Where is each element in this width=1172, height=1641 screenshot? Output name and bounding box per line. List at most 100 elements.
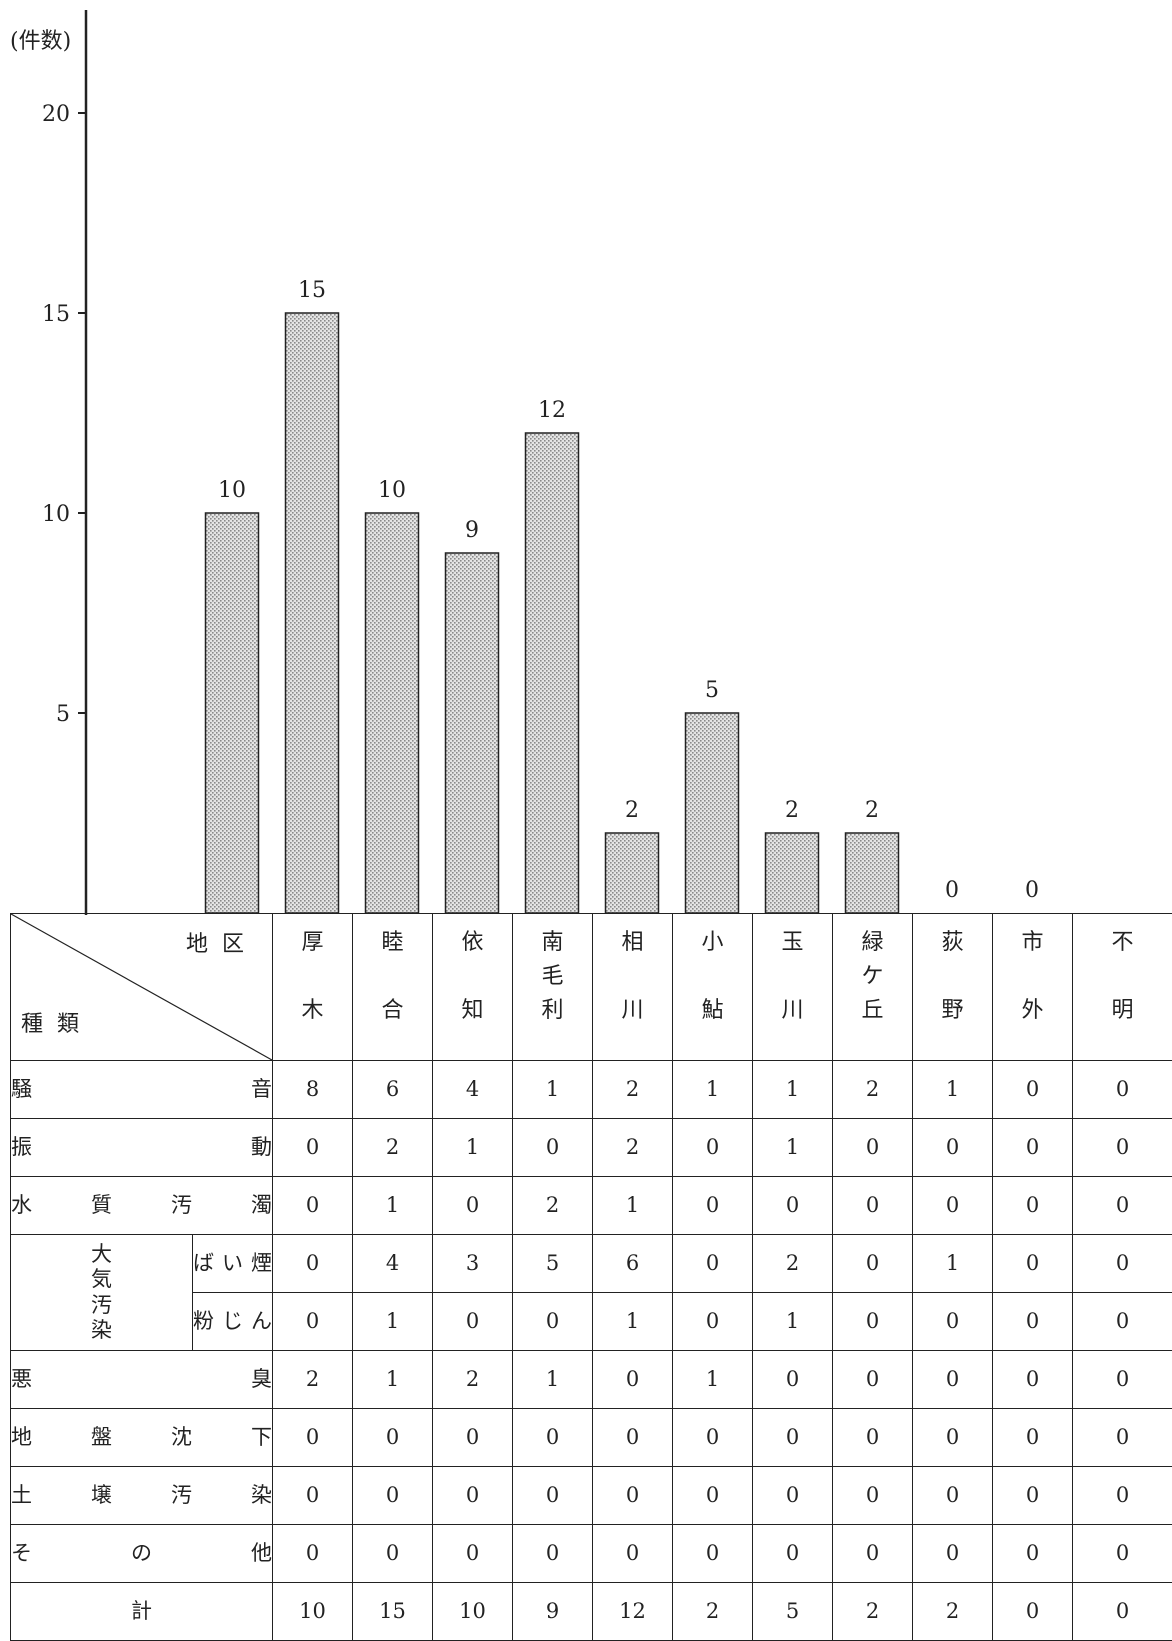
table-cell: 8 (273, 1061, 353, 1119)
total-cell: 0 (993, 1583, 1073, 1641)
table-cell: 1 (673, 1351, 753, 1409)
table-cell: 1 (353, 1177, 433, 1235)
table-cell: 0 (833, 1119, 913, 1177)
bar-value-label: 15 (298, 278, 326, 303)
total-row-label: 計 (11, 1583, 273, 1641)
district-header: 小・鮎 (673, 914, 753, 1061)
district-char: ケ (833, 964, 912, 998)
table-cell: 0 (433, 1409, 513, 1467)
table-cell: 0 (593, 1525, 673, 1583)
table-cell: 0 (513, 1409, 593, 1467)
table-cell: 0 (353, 1467, 433, 1525)
bar-南毛利 (446, 553, 499, 913)
y-axis-label: (件数) (10, 29, 71, 54)
table-row: 騒音8641211210026 (11, 1061, 1172, 1119)
y-tick-label: 20 (42, 102, 70, 127)
district-char: 知 (433, 998, 512, 1032)
group-char: 気 (11, 1267, 192, 1292)
table-cell: 0 (833, 1293, 913, 1351)
bar-緑ケ丘 (766, 833, 819, 913)
row-label: 地盤沈下 (11, 1409, 273, 1467)
table-cell: 4 (353, 1235, 433, 1293)
total-cell: 10 (433, 1583, 513, 1641)
table-cell: 0 (993, 1525, 1073, 1583)
district-char: 木 (273, 998, 352, 1032)
row-label: 土壌汚染 (11, 1467, 273, 1525)
bar-value-label: 2 (625, 798, 639, 823)
table-cell: 0 (993, 1119, 1073, 1177)
bar-荻野 (846, 833, 899, 913)
district-char: 外 (993, 998, 1072, 1032)
table-cell: 0 (353, 1409, 433, 1467)
table-cell: 0 (833, 1351, 913, 1409)
district-header: 不・明 (1073, 914, 1172, 1061)
table-cell: 1 (593, 1177, 673, 1235)
bar-睦合 (286, 313, 339, 913)
group-char: 染 (11, 1318, 192, 1343)
table-cell: 1 (913, 1235, 993, 1293)
total-cell: 15 (353, 1583, 433, 1641)
table-cell: 0 (273, 1525, 353, 1583)
row-label: 振動 (11, 1119, 273, 1177)
district-char: 丘 (833, 998, 912, 1032)
row-label: 騒音 (11, 1061, 273, 1119)
table-cell: 0 (993, 1061, 1073, 1119)
table-cell: 0 (833, 1409, 913, 1467)
district-char: 小 (673, 930, 752, 964)
table-cell: 0 (1073, 1235, 1172, 1293)
table-cell: 0 (433, 1177, 513, 1235)
table-cell: 0 (1073, 1293, 1172, 1351)
table-cell: 0 (673, 1235, 753, 1293)
total-cell: 0 (1073, 1583, 1172, 1641)
table-row: 土壌汚染000000000000 (11, 1467, 1172, 1525)
y-tick-label: 15 (42, 302, 70, 327)
table-cell: 0 (273, 1177, 353, 1235)
table-cell: 0 (993, 1293, 1073, 1351)
table-cell: 2 (433, 1351, 513, 1409)
table-cell: 0 (1073, 1525, 1172, 1583)
total-cell: 12 (593, 1583, 673, 1641)
district-header: 依・知 (433, 914, 513, 1061)
table-cell: 0 (753, 1351, 833, 1409)
table-cell: 0 (753, 1177, 833, 1235)
table-cell: 0 (273, 1293, 353, 1351)
table-cell: 1 (753, 1293, 833, 1351)
table-cell: 1 (673, 1061, 753, 1119)
table-cell: 0 (913, 1351, 993, 1409)
table-cell: 0 (1073, 1119, 1172, 1177)
table-cell: 0 (753, 1525, 833, 1583)
table-cell: 2 (833, 1061, 913, 1119)
table-cell: 0 (833, 1235, 913, 1293)
district-char: 荻 (913, 930, 992, 964)
table-cell: 0 (913, 1409, 993, 1467)
district-header: 南毛利 (513, 914, 593, 1061)
bar-依知 (366, 513, 419, 913)
table-cell: 5 (513, 1235, 593, 1293)
table-cell: 0 (753, 1467, 833, 1525)
table-cell: 1 (753, 1119, 833, 1177)
table-cell: 1 (513, 1351, 593, 1409)
table-cell: 0 (273, 1409, 353, 1467)
table-row: 悪臭212101000007 (11, 1351, 1172, 1409)
bar-value-label: 10 (378, 478, 406, 503)
row-label: 悪臭 (11, 1351, 273, 1409)
table-row: 水質汚濁010210000004 (11, 1177, 1172, 1235)
bar-value-label: 0 (1025, 878, 1039, 903)
table-cell: 3 (433, 1235, 513, 1293)
table-cell: 4 (433, 1061, 513, 1119)
total-cell: 2 (673, 1583, 753, 1641)
table-cell: 1 (353, 1351, 433, 1409)
table-cell: 0 (1073, 1177, 1172, 1235)
table-cell: 0 (913, 1467, 993, 1525)
total-cell: 2 (913, 1583, 993, 1641)
district-header: 市・外 (993, 914, 1073, 1061)
total-cell: 9 (513, 1583, 593, 1641)
table-cell: 0 (593, 1467, 673, 1525)
table-cell: 0 (673, 1525, 753, 1583)
bar-value-label: 0 (945, 878, 959, 903)
row-label: ばい煙 (193, 1235, 273, 1293)
table-cell: 0 (593, 1409, 673, 1467)
